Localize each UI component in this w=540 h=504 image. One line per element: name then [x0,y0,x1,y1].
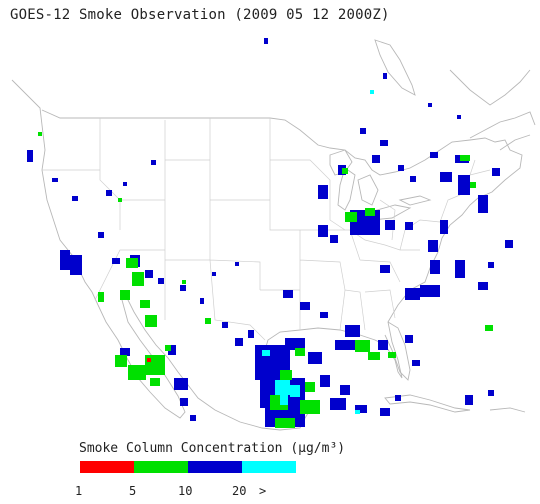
smoke-blue [27,38,513,427]
smoke-cyan [262,90,374,414]
smoke-red [147,358,151,362]
legend-swatch-10-20 [188,461,242,473]
legend-swatch-20-plus [242,461,296,473]
legend-tick-greater: > [259,484,267,498]
smoke-green [38,132,493,428]
legend-tick-10: 10 [178,484,193,498]
legend-tick-1: 1 [75,484,83,498]
legend-swatch-5-10 [134,461,188,473]
legend-swatch-1-5 [80,461,134,473]
state-borders [42,118,491,341]
map-title: GOES-12 Smoke Observation (2009 05 12 20… [10,7,390,23]
legend-tick-20: 20 [232,484,247,498]
legend-title: Smoke Column Concentration (μg/m³) [79,441,346,456]
northern-coast [374,39,536,151]
legend-color-bar [80,461,296,473]
legend-tick-5: 5 [129,484,137,498]
caribbean [384,394,526,413]
